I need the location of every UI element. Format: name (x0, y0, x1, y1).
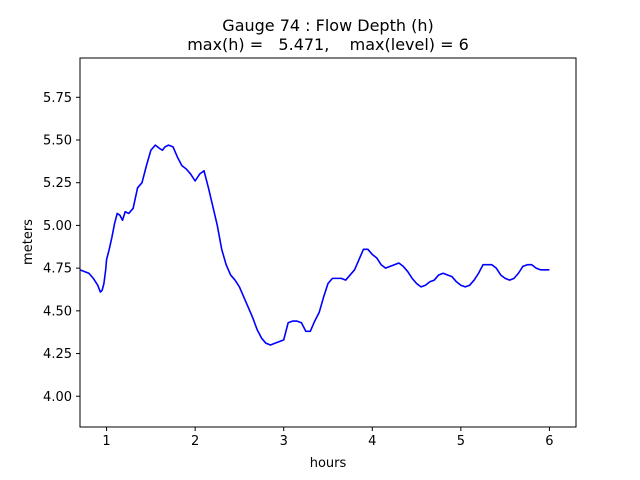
x-axis: 1 2 3 4 5 6 (102, 427, 554, 449)
y-axis-label: meters (21, 219, 36, 265)
x-tick-label: 5 (457, 434, 465, 449)
y-tick-label: 4.00 (43, 390, 72, 405)
y-tick-label: 5.50 (43, 134, 72, 149)
x-axis-label: hours (310, 456, 347, 471)
x-tick-label: 1 (102, 434, 110, 449)
chart-title-line2: max(h) = 5.471, max(level) = 6 (187, 35, 469, 54)
series-line-0 (79, 144, 550, 346)
y-tick-label: 5.75 (43, 91, 72, 106)
y-tick-label: 5.00 (43, 219, 72, 234)
x-tick-label: 3 (280, 434, 288, 449)
y-tick-label: 5.25 (43, 176, 72, 191)
plot-area (79, 144, 550, 346)
y-tick-label: 4.25 (43, 347, 72, 362)
y-tick-label: 4.75 (43, 262, 72, 277)
x-tick-label: 2 (191, 434, 199, 449)
chart-title-line1: Gauge 74 : Flow Depth (h) (222, 16, 433, 35)
plot-frame (79, 57, 577, 428)
x-tick-label: 6 (545, 434, 553, 449)
y-tick-label: 4.50 (43, 304, 72, 319)
y-axis: 4.00 4.25 4.50 4.75 5.00 5.25 5.50 5.75 (43, 91, 80, 405)
x-tick-label: 4 (368, 434, 376, 449)
